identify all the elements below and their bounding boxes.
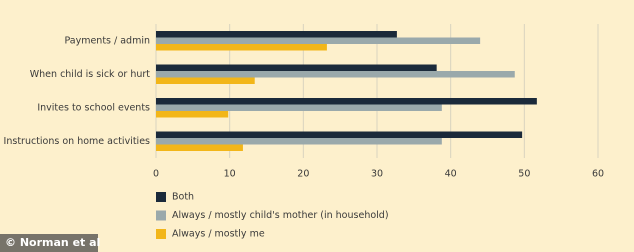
bar [156,44,327,51]
legend-swatch [156,229,166,239]
x-tick-label: 50 [518,169,530,180]
credit-background [0,234,98,252]
x-tick-label: 0 [153,169,159,180]
y-tick-label: Instructions on home activities [4,136,150,147]
bar [156,144,243,151]
x-tick-label: 20 [297,169,309,180]
bar [156,71,515,78]
x-tick-label: 30 [371,169,383,180]
legend-swatch [156,210,166,221]
legend-label: Both [172,192,194,203]
x-tick-label: 60 [592,169,604,180]
bar [156,77,255,84]
y-tick-label: When child is sick or hurt [30,69,151,80]
bar [156,138,442,145]
bar [156,98,537,105]
bar [156,31,397,38]
credit: © Norman et al [5,236,100,249]
bar [156,37,481,44]
x-tick-label: 10 [224,169,236,180]
legend-label: Always / mostly child's mother (in house… [172,210,389,221]
legend-label: Always / mostly me [172,229,265,240]
x-tick-label: 40 [445,169,457,180]
bar [156,131,523,138]
y-tick-label: Invites to school events [37,102,150,113]
bar [156,104,442,111]
bar [156,64,437,71]
y-tick-label: Payments / admin [64,35,150,46]
bar [156,111,229,118]
legend-swatch [156,192,166,202]
